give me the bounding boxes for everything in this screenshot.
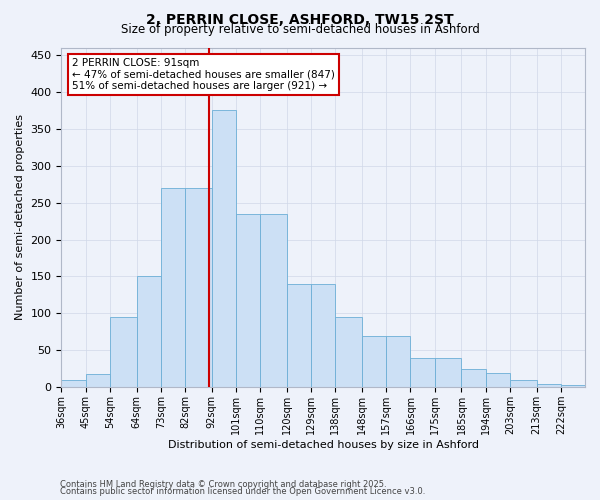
Text: Contains HM Land Registry data © Crown copyright and database right 2025.: Contains HM Land Registry data © Crown c… [60, 480, 386, 489]
Bar [510, 380, 536, 388]
Bar [161, 188, 185, 388]
Bar [311, 284, 335, 388]
Text: 2, PERRIN CLOSE, ASHFORD, TW15 2ST: 2, PERRIN CLOSE, ASHFORD, TW15 2ST [146, 12, 454, 26]
Bar [287, 284, 311, 388]
Bar [561, 385, 585, 388]
Bar [185, 188, 212, 388]
Bar [461, 369, 485, 388]
Bar [86, 374, 110, 388]
Bar [260, 214, 287, 388]
Text: Contains public sector information licensed under the Open Government Licence v3: Contains public sector information licen… [60, 487, 425, 496]
Bar [335, 317, 362, 388]
Bar [485, 372, 510, 388]
Bar [362, 336, 386, 388]
Bar [410, 358, 434, 388]
Bar [137, 276, 161, 388]
X-axis label: Distribution of semi-detached houses by size in Ashford: Distribution of semi-detached houses by … [168, 440, 479, 450]
Text: Size of property relative to semi-detached houses in Ashford: Size of property relative to semi-detach… [121, 22, 479, 36]
Bar [536, 384, 561, 388]
Bar [61, 380, 86, 388]
Bar [386, 336, 410, 388]
Text: 2 PERRIN CLOSE: 91sqm
← 47% of semi-detached houses are smaller (847)
51% of sem: 2 PERRIN CLOSE: 91sqm ← 47% of semi-deta… [72, 58, 335, 91]
Bar [434, 358, 461, 388]
Y-axis label: Number of semi-detached properties: Number of semi-detached properties [15, 114, 25, 320]
Bar [236, 214, 260, 388]
Bar [110, 317, 137, 388]
Bar [212, 110, 236, 388]
